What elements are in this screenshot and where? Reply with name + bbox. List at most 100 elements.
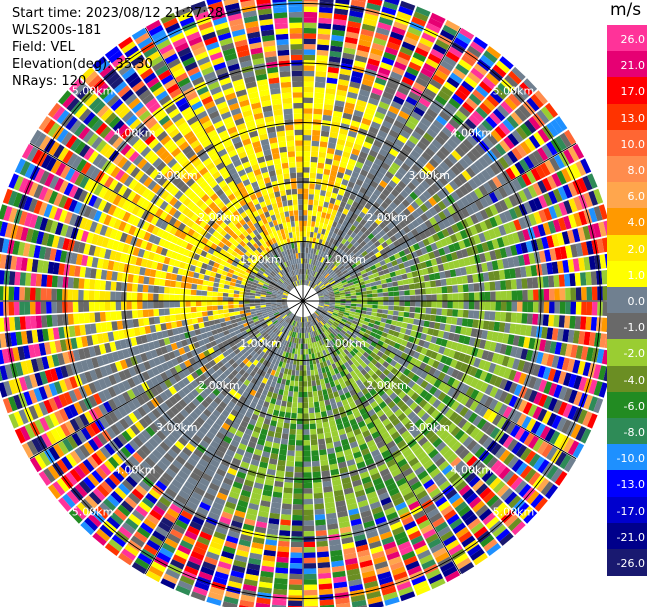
velocity-gate xyxy=(3,380,13,396)
velocity-gate xyxy=(145,351,153,360)
velocity-gate xyxy=(248,464,259,472)
velocity-gate xyxy=(334,494,345,502)
velocity-gate xyxy=(271,318,277,323)
velocity-gate xyxy=(303,573,317,580)
velocity-gate xyxy=(224,333,232,340)
velocity-gate xyxy=(247,317,253,322)
velocity-gate xyxy=(370,545,384,555)
velocity-gate xyxy=(118,483,131,496)
velocity-gate xyxy=(554,471,568,486)
velocity-gate xyxy=(407,26,422,37)
velocity-gate xyxy=(506,473,519,487)
velocity-gate xyxy=(132,375,141,386)
velocity-gate xyxy=(199,373,207,382)
velocity-gate xyxy=(382,305,389,310)
velocity-gate xyxy=(290,375,295,381)
velocity-gate xyxy=(44,415,55,430)
velocity-gate xyxy=(475,483,488,496)
velocity-gate xyxy=(294,380,299,387)
velocity-gate xyxy=(415,514,429,525)
velocity-gate xyxy=(312,119,322,126)
velocity-gate xyxy=(103,376,112,388)
velocity-gate xyxy=(506,115,519,129)
velocity-gate xyxy=(220,380,228,389)
velocity-gate xyxy=(146,333,153,343)
velocity-gate xyxy=(361,476,372,485)
velocity-gate xyxy=(400,486,413,497)
velocity-gate xyxy=(222,301,229,305)
velocity-gate xyxy=(419,362,427,371)
velocity-gate xyxy=(504,513,519,528)
velocity-gate xyxy=(598,365,607,381)
velocity-gate xyxy=(332,239,338,246)
velocity-gate xyxy=(460,196,470,207)
velocity-gate xyxy=(398,332,405,340)
velocity-gate xyxy=(376,409,385,418)
velocity-gate xyxy=(403,100,415,111)
velocity-gate xyxy=(92,435,104,449)
velocity-gate xyxy=(303,498,313,505)
velocity-gate xyxy=(553,433,565,448)
velocity-gate xyxy=(315,287,321,292)
velocity-gate xyxy=(328,327,334,333)
velocity-gate xyxy=(84,517,98,532)
velocity-gate xyxy=(515,462,528,476)
velocity-gate xyxy=(500,280,507,290)
velocity-gate xyxy=(400,403,409,413)
velocity-gate xyxy=(339,322,345,328)
velocity-gate xyxy=(320,459,329,466)
velocity-gate xyxy=(337,206,345,213)
velocity-gate xyxy=(291,520,303,526)
velocity-gate xyxy=(377,388,386,397)
velocity-gate xyxy=(277,306,283,310)
velocity-gate xyxy=(396,581,412,591)
velocity-gate xyxy=(322,114,332,122)
velocity-gate xyxy=(537,441,549,455)
velocity-gate xyxy=(532,150,544,164)
velocity-gate xyxy=(280,312,286,317)
velocity-gate xyxy=(322,475,331,482)
velocity-gate xyxy=(319,141,328,148)
velocity-gate xyxy=(370,213,378,222)
velocity-gate xyxy=(397,357,405,365)
velocity-gate xyxy=(166,409,176,419)
velocity-gate xyxy=(410,264,417,272)
velocity-gate xyxy=(384,323,391,329)
velocity-gate xyxy=(361,294,368,298)
velocity-gate xyxy=(183,461,195,472)
velocity-gate xyxy=(542,276,549,288)
velocity-gate xyxy=(443,55,457,67)
velocity-gate xyxy=(229,351,237,359)
velocity-gate xyxy=(443,434,454,445)
velocity-gate xyxy=(344,36,358,45)
velocity-gate xyxy=(355,539,368,547)
velocity-gate xyxy=(345,298,352,301)
velocity-gate xyxy=(249,497,261,506)
velocity-gate xyxy=(552,399,563,414)
velocity-gate xyxy=(482,512,496,526)
velocity-gate xyxy=(261,406,268,413)
velocity-gate xyxy=(553,274,560,287)
velocity-gate xyxy=(280,405,286,412)
velocity-gate xyxy=(348,316,354,320)
velocity-gate xyxy=(278,308,284,312)
velocity-gate xyxy=(458,240,466,250)
velocity-gate xyxy=(416,451,428,461)
velocity-gate xyxy=(344,310,351,314)
velocity-gate xyxy=(503,136,515,150)
velocity-gate xyxy=(241,330,248,336)
velocity-gate xyxy=(279,310,285,315)
velocity-gate xyxy=(310,276,314,282)
velocity-gate xyxy=(201,399,210,409)
velocity-gate xyxy=(424,281,431,288)
velocity-gate xyxy=(315,317,320,323)
velocity-gate xyxy=(266,319,272,325)
velocity-gate xyxy=(382,91,394,101)
velocity-gate xyxy=(117,504,131,517)
velocity-gate xyxy=(303,113,313,120)
velocity-gate xyxy=(410,343,418,351)
velocity-gate xyxy=(320,339,325,345)
velocity-gate xyxy=(272,334,278,340)
velocity-gate xyxy=(120,446,132,459)
velocity-gate xyxy=(160,426,171,437)
